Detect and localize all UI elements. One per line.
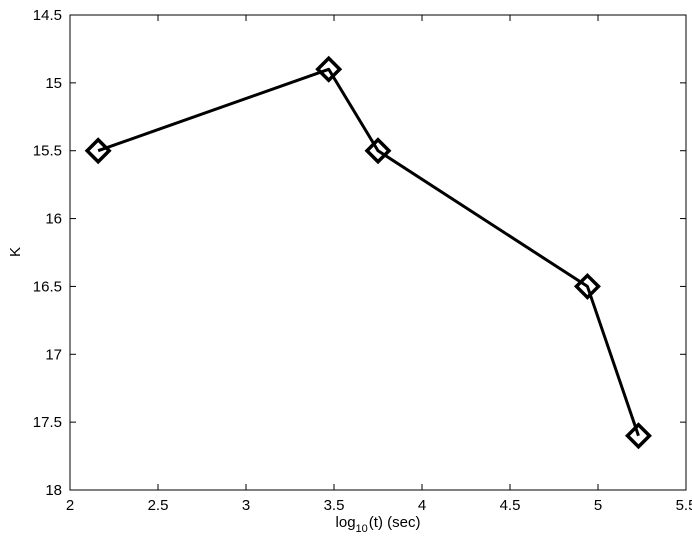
x-axis-label: log10(t) (sec) (336, 514, 421, 535)
y-tick-label: 16.5 (33, 278, 62, 295)
y-tick-label: 16 (45, 211, 62, 228)
x-tick-label: 2.5 (148, 497, 169, 514)
diamond-marker (364, 137, 392, 165)
plot-frame (69, 14, 687, 491)
diamond-marker (573, 272, 601, 300)
x-tick-label: 2 (66, 497, 74, 514)
y-tick-label: 15 (45, 75, 62, 92)
x-tick-label: 4 (418, 497, 426, 514)
series-line (97, 67, 640, 437)
series-layer (84, 55, 652, 450)
diamond-marker (625, 422, 652, 450)
x-tick-label: 5.5 (676, 497, 692, 514)
plot-area (70, 15, 686, 490)
y-tick-label: 17.5 (33, 414, 62, 431)
y-tick-label: 17 (45, 346, 62, 363)
x-tick-labels: 2 2.5 3 3.5 4 4.5 5 5.5 (66, 497, 692, 514)
x-tick-label: 3 (242, 497, 250, 514)
x-tick-label: 4.5 (500, 497, 521, 514)
y-tick-labels: 14.5 15 15.5 16 16.5 17 17.5 18 (33, 7, 62, 499)
x-tick-label: 3.5 (324, 497, 345, 514)
y-tick-label: 15.5 (33, 143, 62, 160)
y-tick-label: 14.5 (33, 7, 62, 24)
x-tick-label: 5 (594, 497, 602, 514)
y-tick-label: 18 (45, 482, 62, 499)
diamond-marker (315, 55, 343, 83)
y-axis-label: K (7, 247, 24, 257)
diamond-marker (84, 137, 112, 165)
